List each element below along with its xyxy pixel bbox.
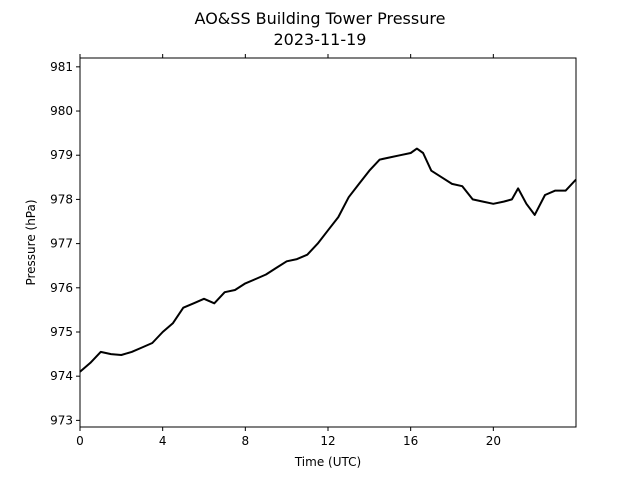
x-axis-label: Time (UTC): [294, 455, 361, 469]
x-tick-label: 16: [403, 434, 418, 448]
y-tick-label: 978: [50, 192, 73, 206]
chart-title: AO&SS Building Tower Pressure: [195, 9, 446, 28]
plot-frame: [79, 57, 577, 428]
chart-subtitle: 2023-11-19: [274, 30, 367, 49]
y-tick-label: 973: [50, 413, 73, 427]
x-tick-label: 12: [320, 434, 335, 448]
x-tick-label: 4: [159, 434, 167, 448]
y-tick-label: 977: [50, 237, 73, 251]
y-tick-label: 976: [50, 281, 73, 295]
y-axis-label: Pressure (hPa): [24, 199, 38, 285]
x-tick-label: 20: [486, 434, 501, 448]
pressure-series-line: [79, 147, 577, 373]
x-tick-label: 8: [242, 434, 250, 448]
ticks-layer: 0 4 8 12 16 20 973 974 975 976 977 978 979 980 981: [50, 54, 501, 448]
x-tick-label: 0: [76, 434, 84, 448]
y-tick-label: 980: [50, 104, 73, 118]
y-tick-label: 974: [50, 369, 73, 383]
y-tick-label: 979: [50, 148, 73, 162]
y-tick-label: 975: [50, 325, 73, 339]
y-tick-label: 981: [50, 60, 73, 74]
